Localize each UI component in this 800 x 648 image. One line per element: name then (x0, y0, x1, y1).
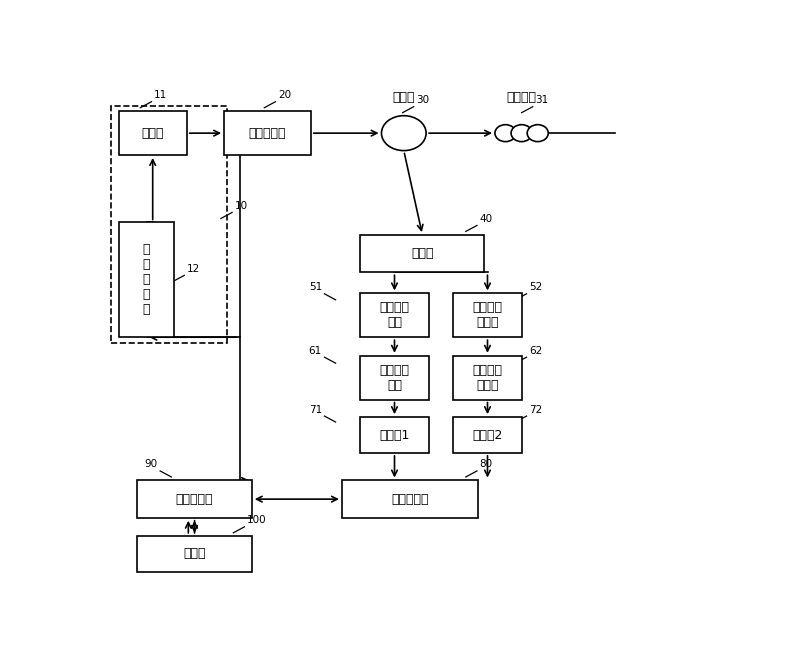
Text: 61: 61 (309, 345, 322, 356)
FancyBboxPatch shape (360, 417, 429, 453)
Text: 62: 62 (529, 345, 542, 356)
Text: 90: 90 (145, 459, 158, 469)
Text: 布里渊光
探测器: 布里渊光 探测器 (473, 364, 502, 391)
Text: 环形器: 环形器 (393, 91, 415, 104)
Text: 脉冲调制器: 脉冲调制器 (249, 126, 286, 140)
FancyBboxPatch shape (118, 222, 174, 337)
Text: 31: 31 (535, 95, 549, 105)
Text: 72: 72 (529, 404, 542, 415)
FancyBboxPatch shape (138, 480, 252, 518)
FancyBboxPatch shape (118, 111, 187, 155)
FancyBboxPatch shape (360, 235, 485, 272)
Text: 11: 11 (154, 90, 167, 100)
Text: 计算机: 计算机 (183, 548, 206, 561)
Text: 71: 71 (309, 404, 322, 415)
FancyBboxPatch shape (138, 536, 252, 572)
Text: 传感光缆: 传感光缆 (506, 91, 537, 104)
FancyBboxPatch shape (360, 356, 429, 400)
Text: 10: 10 (234, 201, 248, 211)
FancyBboxPatch shape (360, 294, 429, 337)
Ellipse shape (382, 116, 426, 150)
Text: 20: 20 (278, 90, 291, 100)
FancyBboxPatch shape (454, 294, 522, 337)
Text: 52: 52 (529, 283, 542, 292)
Text: 40: 40 (479, 214, 493, 224)
Text: 80: 80 (479, 459, 493, 469)
Text: 数据处理器: 数据处理器 (176, 492, 214, 505)
Text: 12: 12 (187, 264, 200, 274)
Text: 30: 30 (416, 95, 430, 105)
Text: 耦合器: 耦合器 (411, 247, 434, 260)
Text: 放大器1: 放大器1 (379, 428, 410, 441)
Text: 激
光
驱
动
器: 激 光 驱 动 器 (142, 244, 150, 316)
Text: 喇曼光探
测器: 喇曼光探 测器 (379, 364, 410, 391)
FancyBboxPatch shape (224, 111, 310, 155)
Text: 布里渊光
滤光器: 布里渊光 滤光器 (473, 301, 502, 329)
Text: 喇曼光滤
光器: 喇曼光滤 光器 (379, 301, 410, 329)
Text: 100: 100 (247, 515, 266, 526)
FancyBboxPatch shape (342, 480, 478, 518)
Text: 放大器2: 放大器2 (472, 428, 502, 441)
Circle shape (495, 124, 516, 142)
Circle shape (511, 124, 532, 142)
Text: 数据采集器: 数据采集器 (391, 492, 429, 505)
FancyBboxPatch shape (454, 356, 522, 400)
Text: 51: 51 (309, 283, 322, 292)
FancyBboxPatch shape (454, 417, 522, 453)
Circle shape (527, 124, 548, 142)
Text: 激光器: 激光器 (142, 126, 164, 140)
